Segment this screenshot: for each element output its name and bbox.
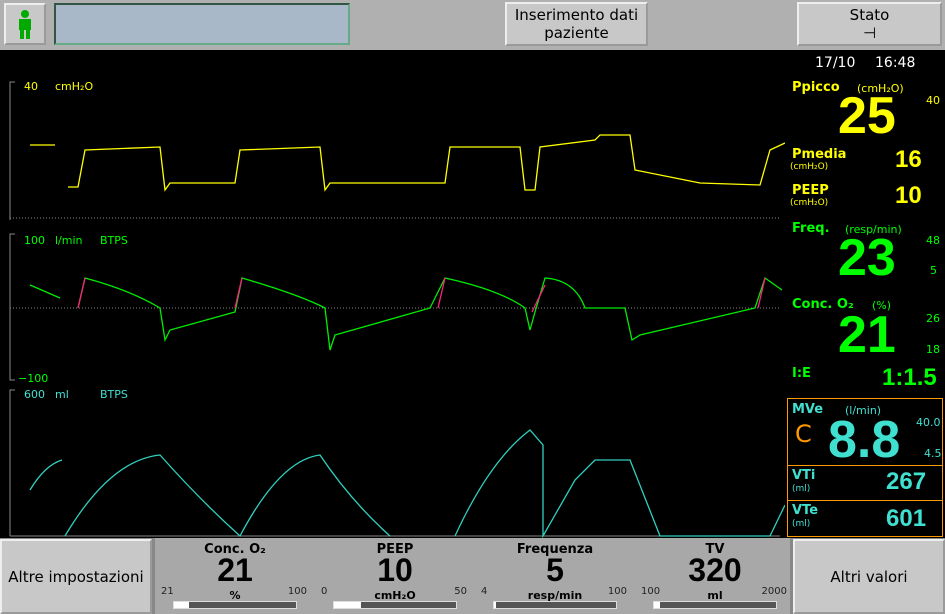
setting-label: PEEP <box>376 542 414 557</box>
setting-max: 100 <box>607 586 627 597</box>
flow-mode: BTPS <box>100 234 128 247</box>
setting-unit: resp/min <box>527 589 583 602</box>
divider <box>787 500 943 501</box>
vte-label: VTe <box>792 503 819 518</box>
pmedia-unit: (cmH₂O) <box>790 162 829 172</box>
setting-max: 100 <box>287 586 307 597</box>
patient-field[interactable] <box>54 3 350 45</box>
date: 17/10 <box>815 55 856 71</box>
pressure-axis <box>9 81 15 220</box>
mve-label: MVe <box>792 402 824 417</box>
ie-label: I:E <box>792 366 811 381</box>
more-settings-button[interactable]: Altre impostazioni <box>0 539 152 614</box>
ppicco-label: Ppicco <box>792 80 840 95</box>
setting-value: 10 <box>377 552 413 588</box>
conc-o2-label: Conc. O₂ <box>792 297 854 312</box>
volume-readout-box <box>787 398 943 537</box>
setting-min: 0 <box>321 586 328 597</box>
volume-axis <box>9 389 15 536</box>
flow-min: −100 <box>18 372 49 385</box>
pmedia-label: Pmedia <box>792 147 847 162</box>
slider-fill <box>334 602 361 608</box>
setting-min: 4 <box>481 586 488 597</box>
volume-unit: ml <box>55 388 69 401</box>
mve-alarm-low: 4.5 <box>924 447 942 460</box>
setting-value: 21 <box>217 552 253 588</box>
setting-min: 21 <box>161 586 174 597</box>
setting-max: 2000 <box>761 586 787 597</box>
flow-axis <box>9 233 15 381</box>
slider-fill <box>174 602 189 608</box>
peep-value: 10 <box>895 182 922 209</box>
pmedia-value: 16 <box>895 146 922 173</box>
mve-flag: C <box>795 420 812 448</box>
more-values-button[interactable]: Altri valori <box>793 539 945 614</box>
pressure-wave <box>30 134 785 192</box>
pressure-unit: cmH₂O <box>55 80 94 93</box>
conc-o2-value: 21 <box>838 306 896 364</box>
vti-unit: (ml) <box>792 484 811 494</box>
setting-slider <box>653 601 777 609</box>
setting-max: 50 <box>454 586 467 597</box>
setting-value: 5 <box>546 552 564 588</box>
plug-icon: ⊣ <box>862 24 877 42</box>
setting-value: 320 <box>688 552 742 588</box>
ie-value: 1:1.5 <box>882 364 937 391</box>
setting: Conc. O₂ 21% 21 100 <box>155 538 315 614</box>
ppicco-value: 25 <box>838 87 896 145</box>
setting: TV 320 ml 100 2000 <box>635 538 795 614</box>
peep-label: PEEP <box>792 183 829 198</box>
setting-unit: % <box>229 589 241 602</box>
slider-fill <box>494 602 497 608</box>
vte-value: 601 <box>886 505 927 532</box>
volume-max: 600 <box>24 388 45 401</box>
setting-slider <box>493 601 617 609</box>
flow-unit: l/min <box>55 234 83 247</box>
patient-icon <box>19 10 31 39</box>
freq-label: Freq. <box>792 221 830 236</box>
divider <box>787 465 943 466</box>
peep-unit: (cmH₂O) <box>790 198 829 208</box>
flow-wave <box>29 276 783 351</box>
setting-unit: cmH₂O <box>374 589 416 602</box>
setting-label: Frequenza <box>516 542 594 557</box>
freq-value: 23 <box>838 229 896 287</box>
settings-panel: Conc. O₂ 21% 21 100 PEEP 10 cmH₂O 0 50 Frequenza 5… <box>155 538 790 614</box>
setting: PEEP 10 cmH₂O 0 50 <box>315 538 475 614</box>
mve-value: 8.8 <box>828 411 901 469</box>
setting-slider <box>333 601 457 609</box>
setting-slider <box>173 601 297 609</box>
status-button[interactable]: Stato ⊣ <box>797 2 942 46</box>
flow-max: 100 <box>24 234 45 247</box>
vte-unit: (ml) <box>792 519 811 529</box>
setting-min: 100 <box>641 586 661 597</box>
waveform-area <box>9 81 785 538</box>
volume-mode: BTPS <box>100 388 128 401</box>
patient-data-button[interactable]: Inserimento dati paziente <box>505 2 648 46</box>
status-label: Stato <box>849 6 890 24</box>
freq-alarm-low: 5 <box>930 264 937 277</box>
vti-label: VTi <box>792 468 816 483</box>
freq-unit: (resp/min) <box>845 223 902 236</box>
volume-wave <box>29 429 785 538</box>
pressure-max: 40 <box>24 80 38 93</box>
time: 16:48 <box>875 55 916 71</box>
conc-o2-alarm-low: 18 <box>926 343 940 356</box>
mve-alarm-high: 40.0 <box>916 416 941 429</box>
setting-label: Conc. O₂ <box>204 542 266 557</box>
mve-unit: (l/min) <box>845 404 882 417</box>
setting-unit: ml <box>707 589 723 602</box>
slider-fill <box>654 602 661 608</box>
freq-alarm-high: 48 <box>926 234 940 247</box>
ppicco-alarm-high: 40 <box>926 94 940 107</box>
patient-icon-button[interactable] <box>4 3 46 45</box>
ppicco-unit: (cmH₂O) <box>857 82 904 95</box>
conc-o2-unit: (%) <box>872 299 892 312</box>
vti-value: 267 <box>886 468 927 495</box>
setting: Frequenza 5 resp/min 4 100 <box>475 538 635 614</box>
conc-o2-alarm-high: 26 <box>926 312 940 325</box>
setting-label: TV <box>705 542 725 557</box>
